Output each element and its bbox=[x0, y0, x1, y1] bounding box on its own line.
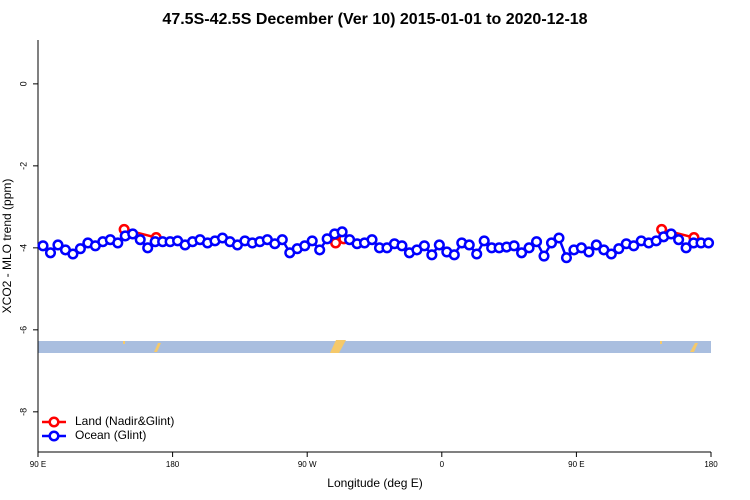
point bbox=[471, 248, 483, 260]
legend-label: Ocean (Glint) bbox=[75, 428, 146, 442]
point bbox=[523, 242, 535, 254]
x-tick-label: 90 W bbox=[298, 460, 317, 469]
point bbox=[299, 240, 311, 252]
point bbox=[276, 234, 288, 246]
y-axis-label: XCO2 - MLO trend (ppm) bbox=[0, 179, 14, 314]
point bbox=[702, 237, 715, 249]
x-axis-label: Longitude (deg E) bbox=[327, 476, 422, 490]
coverage-band bbox=[38, 341, 711, 353]
legend-marker bbox=[48, 430, 60, 442]
point bbox=[583, 246, 595, 258]
y-tick-label: 0 bbox=[18, 81, 28, 86]
point bbox=[538, 250, 550, 262]
y-tick-label: -4 bbox=[18, 244, 28, 252]
point bbox=[590, 239, 602, 251]
point bbox=[673, 234, 685, 246]
point bbox=[142, 242, 154, 254]
x-tick-label: 180 bbox=[166, 460, 180, 469]
point bbox=[516, 247, 528, 259]
point bbox=[553, 232, 565, 244]
point bbox=[314, 244, 326, 256]
point bbox=[52, 239, 64, 251]
point bbox=[321, 233, 333, 245]
point bbox=[605, 248, 617, 260]
point bbox=[74, 243, 86, 255]
point bbox=[463, 239, 475, 251]
point bbox=[44, 247, 57, 259]
x-tick-label: 180 bbox=[704, 460, 718, 469]
point bbox=[680, 242, 692, 254]
point bbox=[306, 235, 318, 247]
point bbox=[396, 240, 408, 252]
point bbox=[478, 235, 490, 247]
point bbox=[134, 234, 146, 246]
y-tick-label: -2 bbox=[18, 162, 28, 170]
point bbox=[127, 228, 139, 240]
point bbox=[67, 248, 79, 260]
point bbox=[628, 240, 640, 252]
legend-label: Land (Nadir&Glint) bbox=[75, 414, 174, 428]
point bbox=[530, 236, 543, 248]
chart-title: 47.5S-42.5S December (Ver 10) 2015-01-01… bbox=[162, 11, 587, 28]
point bbox=[448, 249, 460, 261]
point bbox=[560, 252, 573, 264]
x-tick-label: 0 bbox=[440, 460, 445, 469]
point bbox=[37, 240, 49, 252]
point bbox=[366, 234, 378, 246]
point bbox=[426, 249, 438, 261]
point bbox=[545, 237, 558, 249]
point bbox=[418, 240, 430, 252]
legend-marker bbox=[48, 416, 60, 428]
point bbox=[433, 239, 445, 251]
land-marks bbox=[123, 340, 698, 353]
point bbox=[508, 240, 520, 252]
point bbox=[613, 243, 625, 255]
point bbox=[336, 226, 348, 238]
point bbox=[112, 237, 124, 249]
point bbox=[665, 228, 677, 240]
y-tick-label: -8 bbox=[18, 408, 28, 416]
x-tick-label: 90 E bbox=[30, 460, 46, 469]
x-tick-label: 90 E bbox=[568, 460, 584, 469]
y-tick-label: -6 bbox=[18, 326, 28, 334]
